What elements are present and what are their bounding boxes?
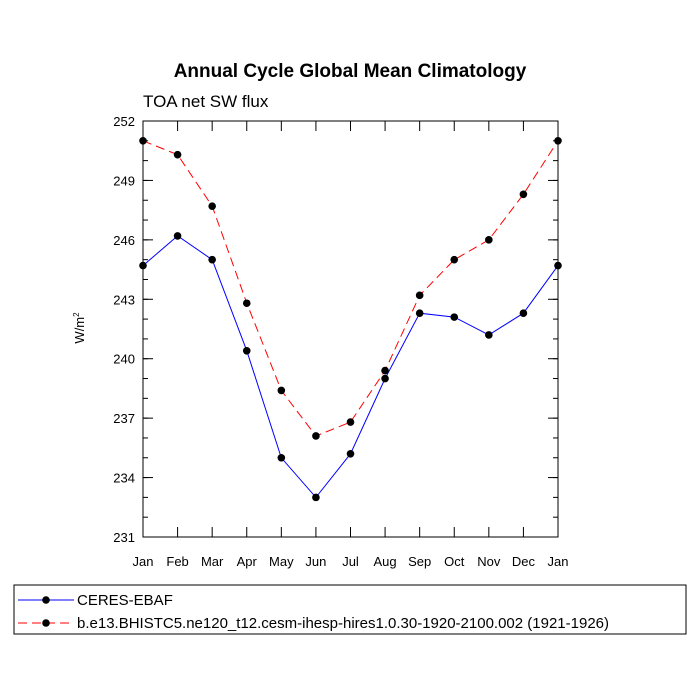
- y-tick-label: 240: [113, 352, 135, 367]
- series-1-point: [381, 374, 389, 383]
- y-tick-label: 237: [113, 411, 135, 426]
- x-tick-label: May: [269, 554, 294, 569]
- series-1-point: [139, 261, 147, 270]
- y-tick-label: 252: [113, 114, 135, 129]
- legend-marker-2: [42, 619, 50, 627]
- y-axis-label-superscript: 2: [72, 312, 81, 317]
- plot-area: 231 234 237 240 243 246 249 252 Jan Feb Mar Apr May J…: [113, 114, 568, 569]
- x-tick-label: Jun: [305, 554, 326, 569]
- plot-frame: [142, 120, 559, 538]
- y-tick-label: 231: [113, 530, 135, 545]
- series-2-point: [519, 190, 528, 199]
- series-2-point: [242, 299, 251, 308]
- x-tick-label: Nov: [477, 554, 501, 569]
- series-2-point: [312, 432, 320, 440]
- series-2-point: [450, 255, 459, 264]
- series-1-point: [485, 331, 493, 339]
- series-2-point: [415, 291, 424, 300]
- series-2-point: [554, 137, 562, 145]
- legend-label-2: b.e13.BHISTC5.ne120_t12.cesm-ihesp-hires…: [77, 615, 609, 632]
- series-line-1: [142, 235, 559, 499]
- series-2-point: [381, 366, 389, 375]
- y-axis-label-text: W/m: [72, 317, 87, 344]
- series-2-point: [346, 418, 355, 426]
- series-1-point: [242, 346, 251, 355]
- x-tick-label: Jan: [133, 554, 154, 569]
- series-1-point: [277, 453, 286, 462]
- x-tick-label: Mar: [201, 554, 224, 569]
- y-tick-label: 249: [113, 173, 135, 188]
- x-tick-label: Feb: [166, 554, 188, 569]
- chart-title: Annual Cycle Global Mean Climatology: [174, 61, 527, 82]
- legend-box: [13, 584, 687, 635]
- series-1-point: [312, 493, 320, 502]
- series-2-point: [139, 137, 147, 145]
- chart-subtitle: TOA net SW flux: [143, 92, 269, 111]
- x-tick-label: Jan: [548, 554, 569, 569]
- x-tick-label: Apr: [237, 554, 258, 569]
- series-2-point: [277, 386, 286, 395]
- series-line-2: [142, 140, 559, 437]
- y-tick-label: 243: [113, 292, 135, 307]
- series-1-point: [208, 255, 216, 264]
- x-tick-label: Aug: [374, 554, 397, 569]
- x-tick-label: Dec: [512, 554, 536, 569]
- series-1-point: [346, 450, 355, 458]
- x-tick-label: Sep: [408, 554, 431, 569]
- series-1-point: [519, 309, 528, 317]
- series-1-point: [554, 261, 562, 270]
- series-2-point: [173, 150, 182, 159]
- series-1-point: [173, 232, 182, 240]
- y-tick-label: 246: [113, 233, 135, 248]
- x-tick-label: Jul: [342, 554, 359, 569]
- legend: CERES-EBAF b.e13.BHISTC5.ne120_t12.cesm-i…: [13, 584, 687, 635]
- legend-label-1: CERES-EBAF: [77, 592, 173, 609]
- legend-marker-1: [42, 596, 50, 604]
- y-axis-label: W/m2: [72, 312, 87, 344]
- series-1-point: [415, 309, 424, 317]
- series-2-point: [485, 236, 493, 244]
- series-1-point: [450, 313, 459, 321]
- series-2-point: [208, 202, 216, 210]
- x-tick-label: Oct: [444, 554, 465, 569]
- y-tick-label: 234: [113, 471, 135, 486]
